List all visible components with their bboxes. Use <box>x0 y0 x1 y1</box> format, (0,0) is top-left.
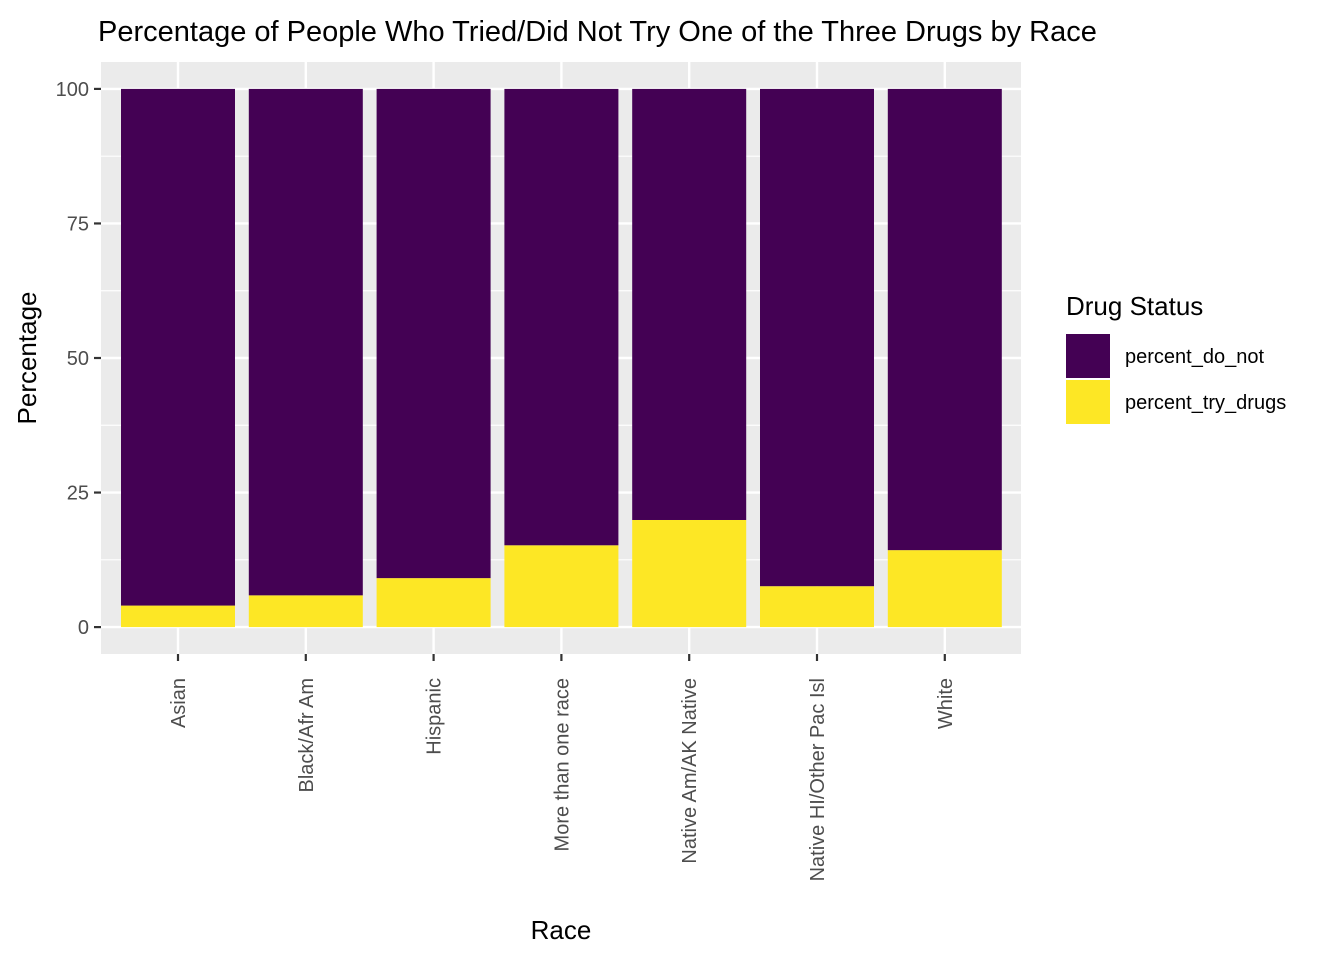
legend-label: percent_try_drugs <box>1125 392 1286 414</box>
x-tick-label: Asian <box>168 678 190 728</box>
y-axis-title: Percentage <box>12 292 42 425</box>
y-tick-label: 0 <box>78 617 89 639</box>
legend-key-percent-try-drugs <box>1066 380 1110 424</box>
y-axis: 0 25 50 75 100 <box>56 79 101 639</box>
legend: Drug Status percent_do_not percent_try_dr… <box>1066 291 1286 424</box>
bar-percent-try-drugs <box>887 550 1002 628</box>
x-axis-title: Race <box>531 915 592 945</box>
bar-percent-do-not <box>376 88 491 579</box>
bar-percent-do-not <box>632 88 747 520</box>
bar-percent-do-not <box>760 88 874 587</box>
bar-percent-try-drugs <box>248 595 363 628</box>
chart-title: Percentage of People Who Tried/Did Not T… <box>98 16 1097 48</box>
x-tick-label: Black/Afr Am <box>296 678 318 792</box>
x-tick-label: White <box>935 678 957 729</box>
y-tick-label: 100 <box>56 79 89 101</box>
bar-percent-do-not <box>248 88 363 596</box>
y-tick-label: 50 <box>67 348 89 370</box>
legend-title: Drug Status <box>1066 291 1203 321</box>
x-tick-label: Native Am/AK Native <box>679 678 701 864</box>
bars <box>121 88 1002 628</box>
y-tick-label: 25 <box>67 483 89 505</box>
bar-percent-try-drugs <box>121 605 235 628</box>
x-tick-label: More than one race <box>551 678 573 851</box>
bar-percent-try-drugs <box>632 519 747 628</box>
legend-key-percent-do-not <box>1066 334 1110 378</box>
y-tick-label: 75 <box>67 213 89 235</box>
bar-percent-try-drugs <box>504 545 619 628</box>
legend-label: percent_do_not <box>1125 346 1264 368</box>
bar-percent-do-not <box>504 88 619 546</box>
x-tick-label: Native HI/Other Pac Isl <box>807 678 829 881</box>
bar-percent-do-not <box>887 88 1002 551</box>
x-axis: Asian Black/Afr Am Hispanic More than one r… <box>168 654 957 881</box>
bar-percent-try-drugs <box>760 586 874 628</box>
bar-percent-try-drugs <box>376 578 491 628</box>
x-tick-label: Hispanic <box>424 678 446 755</box>
bar-percent-do-not <box>121 88 235 606</box>
